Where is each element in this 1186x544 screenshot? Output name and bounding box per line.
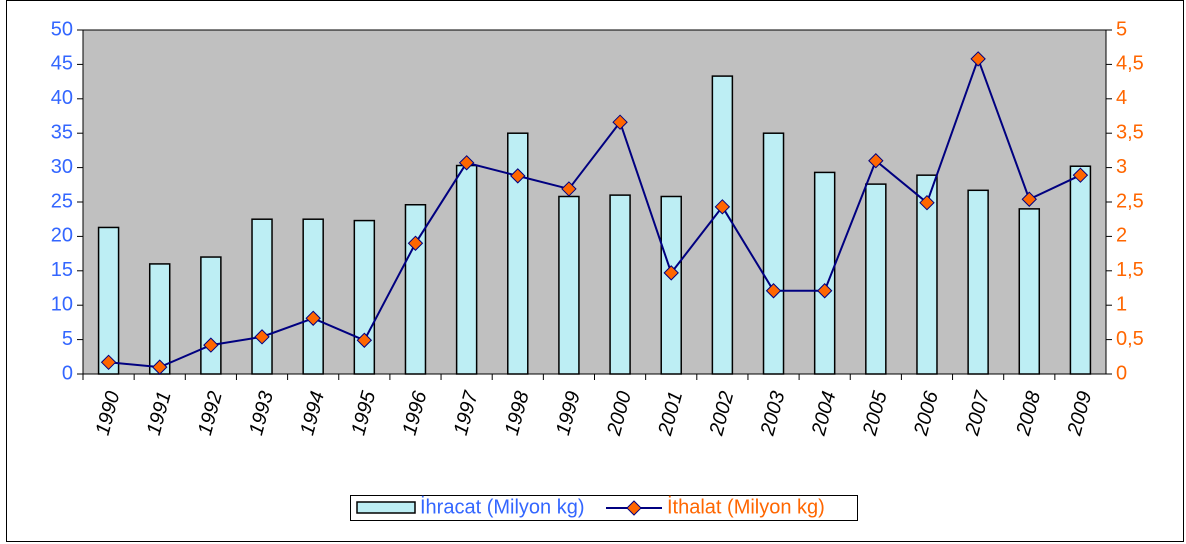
line-marker xyxy=(868,153,884,169)
line-marker xyxy=(407,235,424,251)
y2-tick-label: 1,5 xyxy=(1116,259,1144,281)
y-tick-label: 30 xyxy=(51,156,73,178)
bar xyxy=(404,204,427,375)
y2-tick-label: 0,5 xyxy=(1116,328,1144,350)
line-marker xyxy=(100,354,117,371)
line-marker xyxy=(970,51,986,67)
bar xyxy=(711,75,734,375)
y2-tick-label: 5 xyxy=(1116,18,1127,40)
y2-tick-label: 1 xyxy=(1116,293,1127,315)
bar xyxy=(455,164,478,375)
bar xyxy=(251,218,273,375)
line-marker xyxy=(1021,191,1037,207)
line-marker xyxy=(356,332,373,348)
line-marker xyxy=(765,283,782,299)
line-marker xyxy=(203,337,219,353)
line-marker xyxy=(305,310,321,326)
bar xyxy=(97,226,120,375)
line-marker xyxy=(152,359,168,375)
line-marker xyxy=(458,155,475,171)
y-tick-label: 40 xyxy=(51,87,73,109)
line-marker xyxy=(714,199,731,215)
bar xyxy=(1069,165,1092,375)
bar xyxy=(916,174,938,375)
bar xyxy=(1018,208,1041,375)
bar xyxy=(353,219,376,375)
y-tick-label: 15 xyxy=(51,259,73,281)
y2-tick-label: 4,5 xyxy=(1116,53,1144,75)
y-tick-label: 45 xyxy=(51,53,73,75)
y-tick-label: 0 xyxy=(62,362,73,384)
line-marker xyxy=(561,181,577,197)
line-marker xyxy=(612,114,628,130)
line-marker xyxy=(663,265,679,281)
bar xyxy=(148,263,171,375)
y2-tick-label: 3 xyxy=(1116,156,1127,178)
line-marker xyxy=(1072,167,1089,183)
bar xyxy=(967,189,989,375)
y2-tick-label: 3,5 xyxy=(1116,121,1144,143)
y-tick-label: 50 xyxy=(51,18,73,40)
y-tick-label: 25 xyxy=(51,190,73,212)
y2-tick-label: 4 xyxy=(1116,87,1127,109)
y-tick-label: 10 xyxy=(51,293,73,315)
bar xyxy=(609,194,631,375)
bar xyxy=(558,195,580,375)
legend-swatch xyxy=(356,501,416,514)
bar xyxy=(813,171,836,375)
plot-area xyxy=(82,29,1107,375)
bar xyxy=(762,132,785,375)
y-tick-label: 35 xyxy=(51,121,73,143)
line-series xyxy=(108,55,1081,369)
legend-label: İhracat (Milyon kg) xyxy=(420,495,585,518)
y2-tick-label: 2,5 xyxy=(1116,190,1144,212)
bar xyxy=(865,183,887,375)
line-marker xyxy=(919,194,935,211)
line-marker xyxy=(510,168,526,184)
y2-tick-label: 2 xyxy=(1116,225,1127,247)
bar xyxy=(200,256,222,375)
legend-swatch xyxy=(626,500,642,516)
y-tick-label: 5 xyxy=(62,328,73,350)
bar xyxy=(660,195,682,375)
bar xyxy=(302,218,324,375)
bar xyxy=(507,132,529,375)
line-marker xyxy=(816,283,833,299)
legend-box xyxy=(350,495,858,521)
legend-label: İthalat (Milyon kg) xyxy=(667,495,825,518)
line-marker xyxy=(254,329,270,345)
y2-tick-label: 0 xyxy=(1116,362,1127,384)
y-tick-label: 20 xyxy=(51,225,73,247)
